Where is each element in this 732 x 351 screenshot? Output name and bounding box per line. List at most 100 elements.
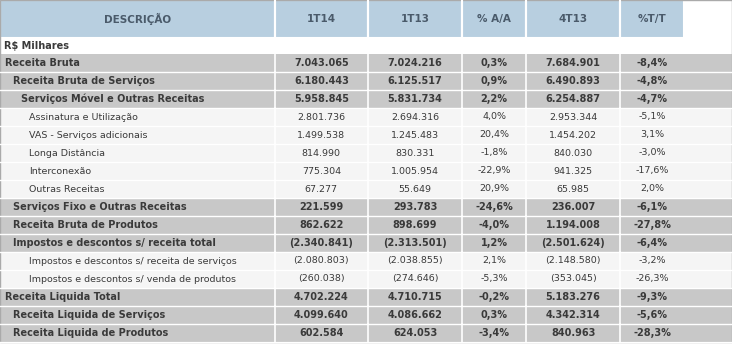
Text: (2.313.501): (2.313.501) xyxy=(383,238,447,248)
Text: Receita Liquida de Serviços: Receita Liquida de Serviços xyxy=(13,310,165,320)
Text: 7.043.065: 7.043.065 xyxy=(294,58,348,68)
Text: 862.622: 862.622 xyxy=(299,220,343,230)
Text: (260.038): (260.038) xyxy=(298,274,345,284)
Bar xyxy=(0,54,732,72)
Text: 0,3%: 0,3% xyxy=(481,58,507,68)
Text: 4,0%: 4,0% xyxy=(482,113,506,121)
Text: 1.194.008: 1.194.008 xyxy=(546,220,600,230)
Text: 4.086.662: 4.086.662 xyxy=(388,310,442,320)
Text: Receita Liquida Total: Receita Liquida Total xyxy=(5,292,120,302)
Text: 4T13: 4T13 xyxy=(559,14,588,24)
Text: -6,4%: -6,4% xyxy=(637,238,668,248)
Text: Impostos e descontos s/ venda de produtos: Impostos e descontos s/ venda de produto… xyxy=(29,274,236,284)
Bar xyxy=(0,126,732,144)
Bar xyxy=(368,0,462,38)
Text: 2,2%: 2,2% xyxy=(481,94,507,104)
Text: 1.454.202: 1.454.202 xyxy=(549,131,597,139)
Bar xyxy=(0,288,732,306)
Text: 2.801.736: 2.801.736 xyxy=(297,113,346,121)
Text: 6.254.887: 6.254.887 xyxy=(545,94,601,104)
Text: -26,3%: -26,3% xyxy=(635,274,669,284)
Text: Impostos e descontos s/ receita de serviços: Impostos e descontos s/ receita de servi… xyxy=(29,257,236,265)
Text: 840.030: 840.030 xyxy=(553,148,593,158)
Text: -28,3%: -28,3% xyxy=(633,328,671,338)
Text: -17,6%: -17,6% xyxy=(635,166,669,176)
Text: -4,0%: -4,0% xyxy=(479,220,509,230)
Text: (2.080.803): (2.080.803) xyxy=(294,257,349,265)
Text: Receita Liquida de Produtos: Receita Liquida de Produtos xyxy=(13,328,168,338)
Text: 0,3%: 0,3% xyxy=(481,310,507,320)
Text: 941.325: 941.325 xyxy=(553,166,593,176)
Text: Receita Bruta de Serviços: Receita Bruta de Serviços xyxy=(13,76,155,86)
Text: 4.342.314: 4.342.314 xyxy=(546,310,600,320)
Text: 55.649: 55.649 xyxy=(398,185,432,193)
Text: 1T13: 1T13 xyxy=(400,14,430,24)
Text: 2,0%: 2,0% xyxy=(640,185,664,193)
Text: 3,1%: 3,1% xyxy=(640,131,664,139)
Text: -5,1%: -5,1% xyxy=(638,113,666,121)
Bar xyxy=(0,108,732,126)
Text: Receita Bruta: Receita Bruta xyxy=(5,58,80,68)
Text: 1T14: 1T14 xyxy=(307,14,336,24)
Text: -24,6%: -24,6% xyxy=(475,202,513,212)
Text: 7.684.901: 7.684.901 xyxy=(546,58,600,68)
Text: 0,9%: 0,9% xyxy=(481,76,507,86)
Text: 1,2%: 1,2% xyxy=(481,238,507,248)
Text: -22,9%: -22,9% xyxy=(477,166,511,176)
Text: R$ Milhares: R$ Milhares xyxy=(4,41,69,51)
Text: 1.005.954: 1.005.954 xyxy=(391,166,439,176)
Text: (353.045): (353.045) xyxy=(550,274,597,284)
Bar xyxy=(0,38,732,54)
Text: 20,9%: 20,9% xyxy=(479,185,509,193)
Text: 7.024.216: 7.024.216 xyxy=(388,58,442,68)
Text: 6.490.893: 6.490.893 xyxy=(546,76,600,86)
Text: 293.783: 293.783 xyxy=(393,202,437,212)
Text: Serviços Móvel e Outras Receitas: Serviços Móvel e Outras Receitas xyxy=(21,94,204,104)
Text: 624.053: 624.053 xyxy=(393,328,437,338)
Text: (2.038.855): (2.038.855) xyxy=(387,257,443,265)
Text: -1,8%: -1,8% xyxy=(480,148,508,158)
Text: 775.304: 775.304 xyxy=(302,166,341,176)
Text: (274.646): (274.646) xyxy=(392,274,438,284)
Text: -9,3%: -9,3% xyxy=(637,292,668,302)
Text: 4.702.224: 4.702.224 xyxy=(294,292,348,302)
Text: 67.277: 67.277 xyxy=(305,185,338,193)
Bar xyxy=(0,162,732,180)
Text: -6,1%: -6,1% xyxy=(637,202,668,212)
Text: Outras Receitas: Outras Receitas xyxy=(29,185,105,193)
Text: 221.599: 221.599 xyxy=(299,202,343,212)
Bar xyxy=(0,234,732,252)
Text: -27,8%: -27,8% xyxy=(633,220,671,230)
Text: -3,0%: -3,0% xyxy=(638,148,666,158)
Text: 840.963: 840.963 xyxy=(551,328,595,338)
Text: Impostos e descontos s/ receita total: Impostos e descontos s/ receita total xyxy=(13,238,216,248)
Bar xyxy=(0,216,732,234)
Text: 2,1%: 2,1% xyxy=(482,257,506,265)
Text: 830.331: 830.331 xyxy=(395,148,435,158)
Text: -5,6%: -5,6% xyxy=(637,310,668,320)
Text: 236.007: 236.007 xyxy=(551,202,595,212)
Text: 814.990: 814.990 xyxy=(302,148,341,158)
Text: Assinatura e Utilização: Assinatura e Utilização xyxy=(29,113,138,121)
Bar xyxy=(0,90,732,108)
Text: Receita Bruta de Produtos: Receita Bruta de Produtos xyxy=(13,220,158,230)
Text: -0,2%: -0,2% xyxy=(479,292,509,302)
Text: -8,4%: -8,4% xyxy=(637,58,668,68)
Text: -3,4%: -3,4% xyxy=(479,328,509,338)
Text: 5.183.276: 5.183.276 xyxy=(546,292,600,302)
Text: Serviços Fixo e Outras Receitas: Serviços Fixo e Outras Receitas xyxy=(13,202,187,212)
Bar xyxy=(0,0,274,38)
Text: 6.125.517: 6.125.517 xyxy=(388,76,442,86)
Text: (2.148.580): (2.148.580) xyxy=(545,257,601,265)
Text: 5.958.845: 5.958.845 xyxy=(294,94,349,104)
Text: -4,8%: -4,8% xyxy=(637,76,668,86)
Bar xyxy=(0,270,732,288)
Text: 602.584: 602.584 xyxy=(299,328,343,338)
Bar xyxy=(620,0,684,38)
Bar xyxy=(0,144,732,162)
Bar xyxy=(526,0,620,38)
Text: -3,2%: -3,2% xyxy=(638,257,666,265)
Text: -4,7%: -4,7% xyxy=(637,94,668,104)
Bar xyxy=(0,324,732,342)
Bar xyxy=(0,306,732,324)
